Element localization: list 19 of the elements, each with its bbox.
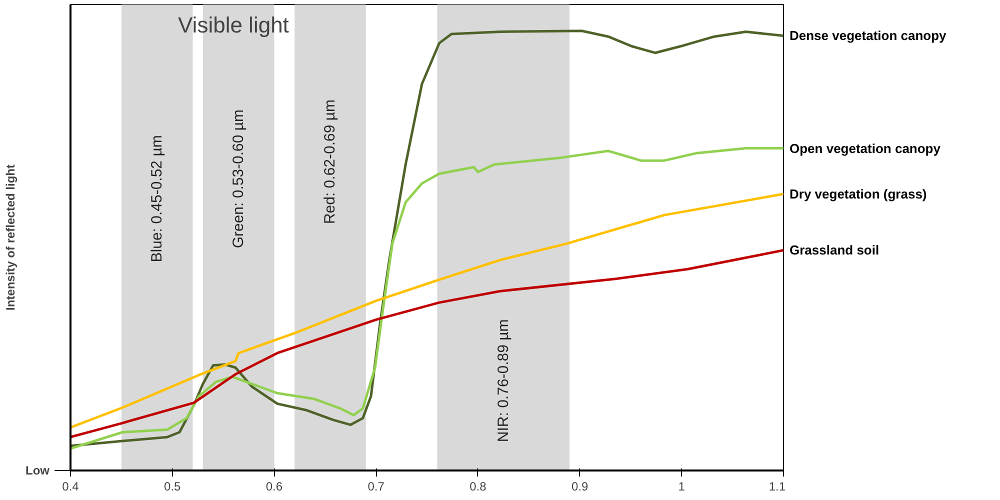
x-tick-label: 1	[678, 480, 686, 494]
text: Low	[26, 464, 50, 478]
band-label: Blue: 0.45-0.52 µm	[148, 135, 166, 262]
annotation: Visible light	[178, 12, 289, 38]
series-label: Dense vegetation canopy	[790, 28, 948, 44]
x-tick-label: 0.9	[571, 480, 588, 494]
x-tick-label: 0.7	[368, 480, 385, 494]
band-label: Green: 0.53-0.60 µm	[230, 109, 248, 248]
x-tick-label: 1.1	[768, 480, 786, 494]
series-label: Grassland soil	[790, 242, 880, 258]
band-label: NIR: 0.76-0.89 µm	[494, 319, 512, 442]
x-tick-label: 0.8	[470, 480, 487, 494]
series-label: Dry vegetation (grass)	[790, 186, 927, 202]
y-axis-title: Intensity of reflected light	[4, 164, 18, 311]
x-tick-label: 0.6	[266, 480, 283, 494]
band-label: Red: 0.62-0.69 µm	[322, 99, 339, 224]
x-tick-label: 0.4	[62, 480, 80, 494]
x-tick-label: 0.5	[164, 480, 182, 494]
series-label: Open vegetation canopy	[790, 140, 942, 156]
